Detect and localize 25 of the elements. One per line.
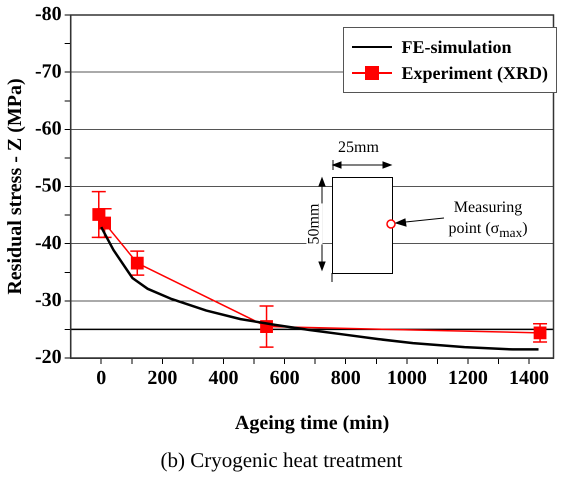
x-tick-label: 200 [147, 367, 178, 390]
x-tick-label: 1000 [386, 367, 427, 390]
x-tick-label: 400 [208, 367, 238, 390]
x-axis-title: Ageing time (min) [234, 412, 390, 434]
y-tick-label: -30 [34, 289, 62, 312]
y-tick-label: -80 [34, 3, 62, 26]
y-tick-label: -70 [34, 60, 62, 82]
legend-label: FE-simulation [402, 36, 512, 58]
x-tick-label: 1200 [448, 367, 488, 390]
y-tick-label: -40 [34, 232, 62, 254]
x-tick-label: 1400 [509, 367, 550, 390]
x-tick-label: 0 [96, 367, 106, 390]
point [130, 256, 144, 270]
x-tick-label: 600 [270, 367, 300, 390]
legend-label: Experiment (XRD) [402, 62, 548, 84]
annotation: 50mm [305, 204, 322, 244]
text: (b) Cryogenic heat treatment [160, 448, 404, 473]
point [98, 216, 111, 230]
y-tick-label: -60 [34, 118, 62, 140]
y-tick-label: -50 [34, 174, 62, 197]
y-tick-label: -20 [34, 346, 62, 368]
annotation: Measuring point (σ$_{max}$) [448, 198, 528, 242]
y-axis-title: Residual stress - Z (MPa) [4, 78, 26, 295]
x-tick-label: 800 [330, 367, 361, 390]
annotation: 25mm [338, 139, 379, 156]
